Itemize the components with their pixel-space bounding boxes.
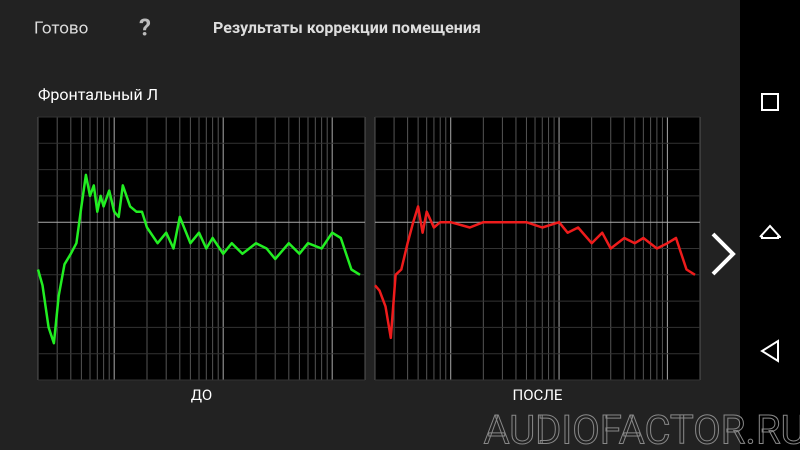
home-button[interactable]: [759, 224, 781, 239]
screen-title: Результаты коррекции помещения: [213, 18, 481, 37]
chart-label: ПОСЛЕ: [513, 386, 563, 404]
next-arrow[interactable]: [711, 232, 736, 276]
back-button[interactable]: [760, 339, 779, 363]
response-line: [36, 173, 361, 345]
watermark: AUDIOFACTOR.RU: [483, 407, 800, 450]
chart-label: ДО: [191, 386, 212, 404]
help-button[interactable]: ?: [139, 13, 151, 41]
response-line: [374, 205, 696, 340]
section-title: Фронтальный Л: [38, 85, 158, 104]
done-button[interactable]: Готово: [34, 18, 88, 38]
recents-button[interactable]: [761, 93, 779, 111]
